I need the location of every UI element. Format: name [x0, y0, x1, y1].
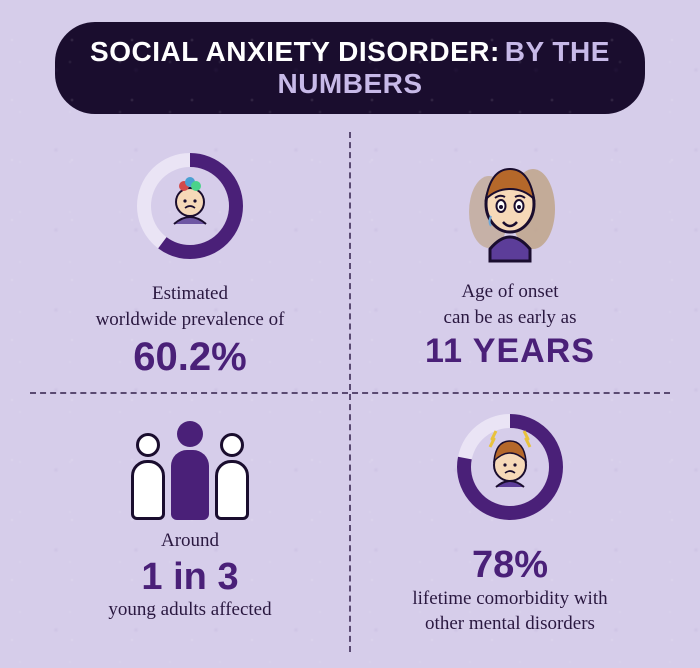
horizontal-divider: [30, 392, 670, 394]
young-lead2: young adults affected: [108, 597, 271, 623]
onset-lead2: can be as early as: [444, 305, 577, 331]
comorbidity-lead2: other mental disorders: [425, 611, 595, 637]
stats-grid: Estimated worldwide prevalence of 60.2%: [30, 132, 670, 652]
young-lead1: Around: [161, 528, 219, 554]
comorbidity-lead1: lifetime comorbidity with: [412, 586, 607, 612]
cell-young-adults: Around 1 in 3 young adults affected: [30, 392, 350, 652]
title-part1: SOCIAL ANXIETY DISORDER:: [90, 36, 500, 67]
people-trio-icon: [131, 421, 249, 520]
comorbidity-stat: 78%: [472, 546, 548, 586]
onset-stat: 11 YEARS: [425, 334, 595, 370]
onset-lead1: Age of onset: [461, 279, 558, 305]
person-filled-icon: [171, 421, 209, 520]
prevalence-ring-icon: [130, 146, 250, 271]
cell-comorbidity: 78% lifetime comorbidity with other ment…: [350, 392, 670, 652]
title-pill: SOCIAL ANXIETY DISORDER: BY THE NUMBERS: [55, 22, 645, 114]
prevalence-stat: 60.2%: [133, 336, 246, 378]
young-stat: 1 in 3: [141, 558, 238, 598]
person-outline-icon: [131, 433, 165, 520]
cell-prevalence: Estimated worldwide prevalence of 60.2%: [30, 132, 350, 392]
cell-onset: Age of onset can be as early as 11 YEARS: [350, 132, 670, 392]
person-outline-icon: [215, 433, 249, 520]
prevalence-lead2: worldwide prevalence of: [96, 307, 285, 333]
comorbidity-ring-icon: [450, 407, 570, 532]
anxious-person-icon: [445, 154, 575, 269]
prevalence-lead1: Estimated: [152, 281, 228, 307]
